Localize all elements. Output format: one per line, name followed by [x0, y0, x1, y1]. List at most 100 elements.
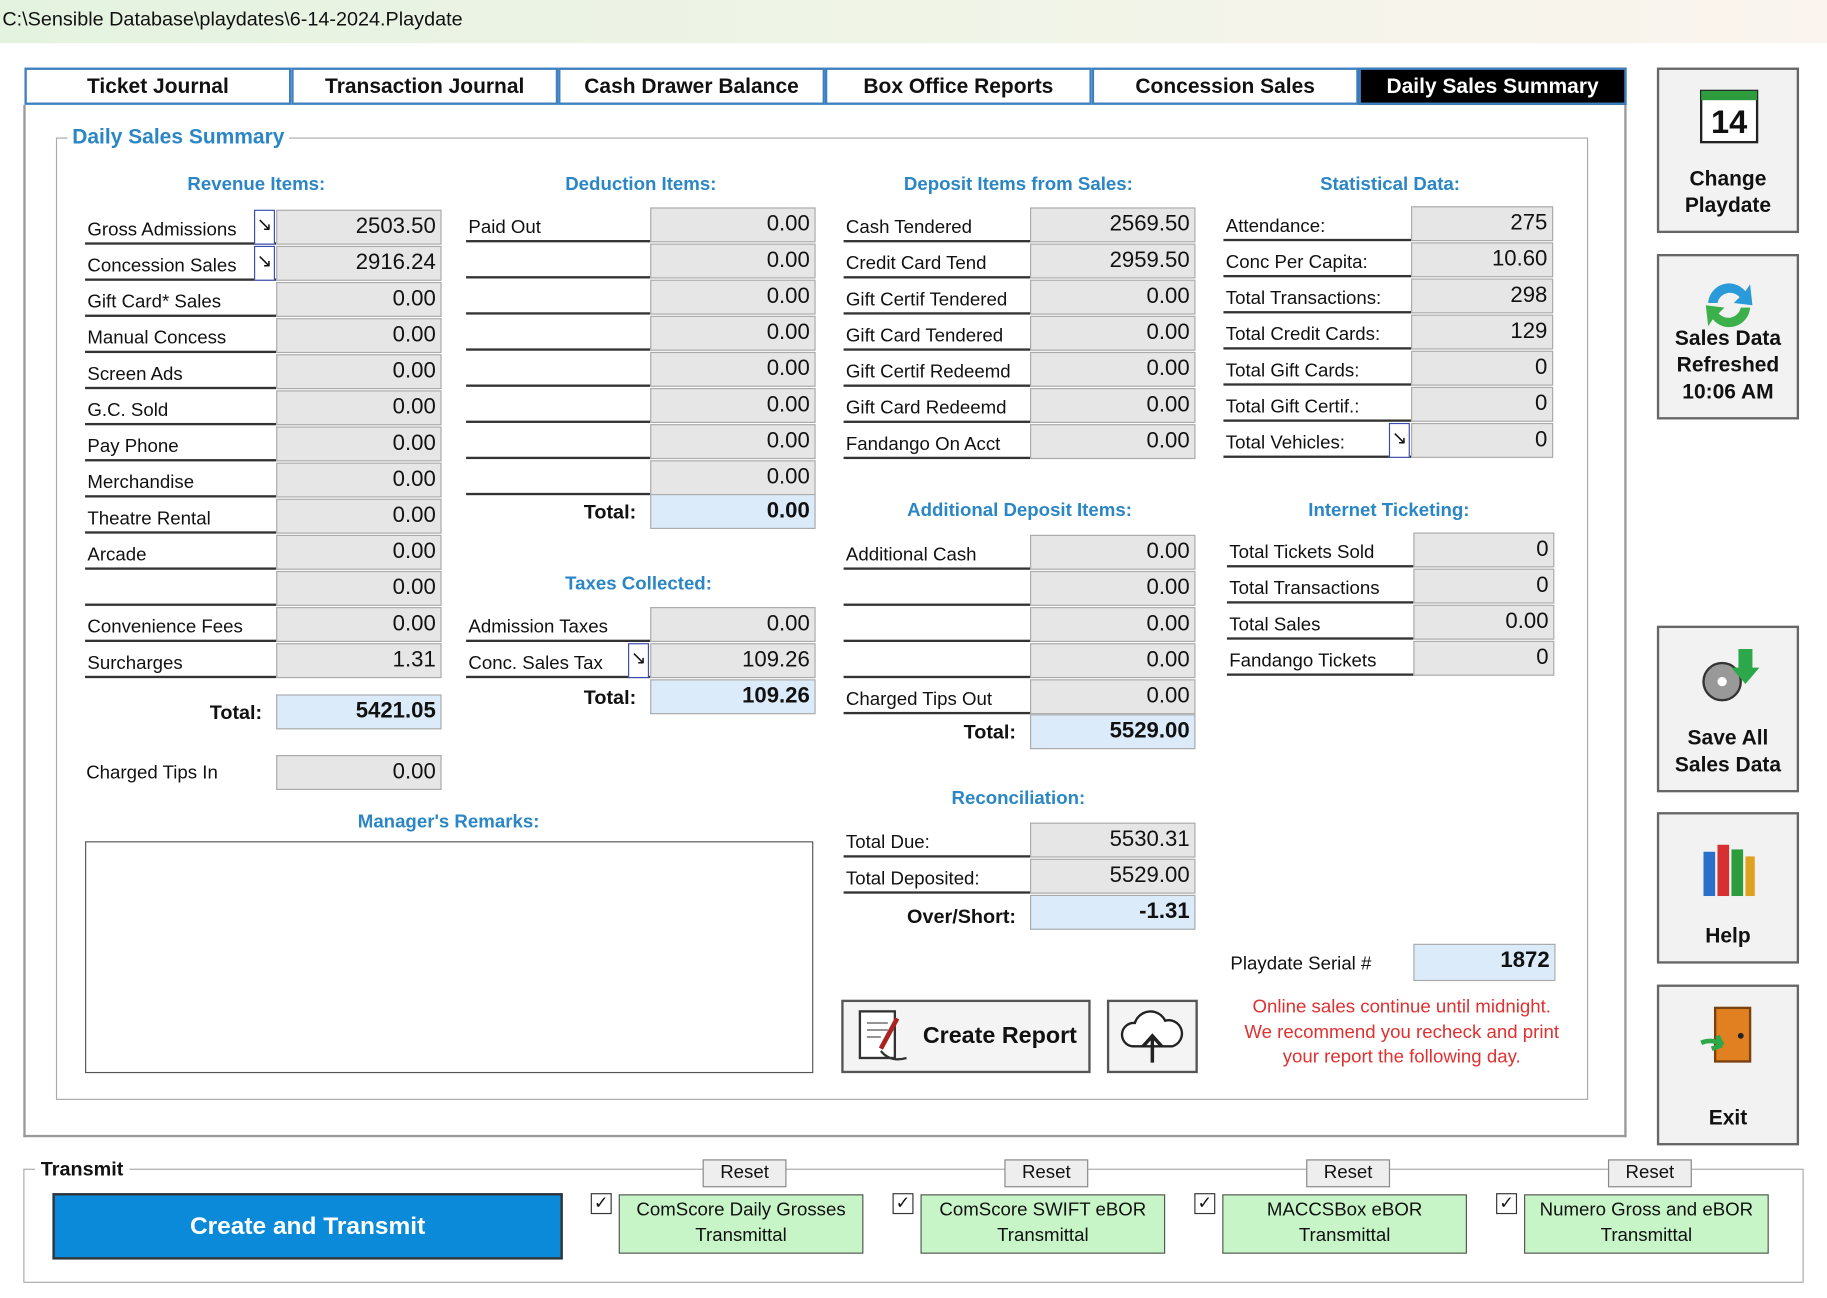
- total-value[interactable]: 5421.05: [276, 694, 442, 730]
- row-value[interactable]: 0.00: [276, 570, 442, 606]
- total-value[interactable]: 0.00: [650, 494, 816, 529]
- button-label: Sales Data: [1674, 752, 1782, 777]
- button-label: Sales Data: [1674, 326, 1782, 350]
- row-value[interactable]: 0.00: [650, 388, 816, 423]
- row-label: Total Deposited:: [843, 859, 1031, 894]
- row-value[interactable]: 0: [1413, 532, 1555, 568]
- reset-button[interactable]: Reset: [1306, 1159, 1391, 1188]
- row-value[interactable]: 0: [1413, 640, 1555, 676]
- row-value[interactable]: 0.00: [650, 424, 816, 460]
- row-value[interactable]: 1.31: [276, 643, 442, 679]
- tab[interactable]: Cash Drawer Balance: [558, 67, 825, 105]
- row-value[interactable]: 0: [1411, 350, 1554, 386]
- row-value[interactable]: -1.31: [1030, 894, 1196, 930]
- side-button[interactable]: Help: [1656, 812, 1800, 964]
- row-value[interactable]: 0.00: [276, 498, 442, 534]
- row-value[interactable]: 2569.50: [1030, 207, 1196, 243]
- row-value[interactable]: 0.00: [1030, 279, 1196, 315]
- checkbox[interactable]: ✓: [1496, 1193, 1518, 1215]
- transmittal-button[interactable]: MACCSBox eBOR Transmittal: [1222, 1194, 1467, 1254]
- tab[interactable]: Daily Sales Summary: [1358, 67, 1627, 105]
- row-label: Attendance:: [1223, 206, 1412, 242]
- drilldown-button[interactable]: ↘: [628, 643, 650, 679]
- tab[interactable]: Ticket Journal: [24, 67, 292, 105]
- row-value[interactable]: 0.00: [276, 354, 442, 390]
- row-value[interactable]: 0: [1411, 386, 1554, 422]
- row-value[interactable]: 0.00: [1030, 388, 1196, 423]
- row-value[interactable]: 0.00: [650, 607, 816, 643]
- button-label: Playdate: [1684, 193, 1772, 217]
- row-value[interactable]: 0.00: [1030, 315, 1196, 351]
- side-button[interactable]: 14 Change Playdate: [1656, 67, 1800, 234]
- row-value[interactable]: 0.00: [650, 207, 816, 243]
- row-value[interactable]: 0: [1411, 422, 1554, 458]
- row-value[interactable]: 0.00: [650, 351, 816, 387]
- row-value[interactable]: 0.00: [1413, 604, 1555, 640]
- checkbox[interactable]: ✓: [1194, 1193, 1216, 1215]
- row-value[interactable]: 0.00: [276, 607, 442, 643]
- window-title: C:\Sensible Database\playdates\6-14-2024…: [2, 8, 463, 31]
- row-value[interactable]: 2503.50: [276, 209, 442, 245]
- create-transmit-button[interactable]: Create and Transmit: [52, 1193, 563, 1260]
- row-value[interactable]: 109.26: [650, 643, 816, 679]
- row-value[interactable]: 0.00: [650, 279, 816, 315]
- row-value[interactable]: 0.00: [276, 426, 442, 462]
- checkbox[interactable]: ✓: [892, 1193, 914, 1215]
- side-button[interactable]: Exit: [1656, 984, 1800, 1146]
- row-label: Total Transactions: [1226, 569, 1414, 604]
- reset-button[interactable]: Reset: [702, 1159, 787, 1188]
- serial-label: Playdate Serial #: [1230, 954, 1372, 975]
- row-value[interactable]: 0.00: [1030, 570, 1196, 606]
- reset-button[interactable]: Reset: [1607, 1159, 1692, 1188]
- transmittal-button[interactable]: ComScore Daily Grosses Transmittal: [618, 1194, 864, 1254]
- row-value[interactable]: 0.00: [650, 315, 816, 351]
- group-box: [55, 137, 1589, 1100]
- row-value[interactable]: 2916.24: [276, 245, 442, 281]
- row-value[interactable]: 0: [1413, 568, 1555, 604]
- row-value[interactable]: 0.00: [1030, 534, 1196, 570]
- report-icon: [858, 1010, 907, 1061]
- tab[interactable]: Box Office Reports: [824, 67, 1092, 105]
- row-label: Total Vehicles:: [1223, 423, 1412, 458]
- row-label: Gross Admissions: [85, 210, 277, 245]
- drilldown-button[interactable]: ↘: [1388, 422, 1410, 458]
- row-value[interactable]: 0.00: [276, 281, 442, 317]
- row-value[interactable]: 129: [1411, 314, 1554, 350]
- row-value[interactable]: 0.00: [1030, 679, 1196, 715]
- row-value[interactable]: 2959.50: [1030, 243, 1196, 279]
- side-button[interactable]: Save All Sales Data: [1656, 625, 1800, 793]
- checkbox[interactable]: ✓: [590, 1193, 612, 1215]
- row-value[interactable]: 298: [1411, 278, 1554, 314]
- total-value[interactable]: 5529.00: [1030, 714, 1196, 750]
- transmittal-button[interactable]: ComScore SWIFT eBOR Transmittal: [920, 1194, 1166, 1254]
- reset-button[interactable]: Reset: [1004, 1159, 1089, 1188]
- row-label: Total Gift Certif.:: [1223, 387, 1412, 422]
- upload-button[interactable]: [1106, 999, 1198, 1074]
- row-value[interactable]: 0.00: [276, 318, 442, 354]
- drilldown-button[interactable]: ↘: [254, 209, 275, 245]
- row-value[interactable]: 5530.31: [1030, 822, 1196, 858]
- tips-value[interactable]: 0.00: [276, 755, 442, 790]
- transmittal-button[interactable]: Numero Gross and eBOR Transmittal: [1524, 1194, 1769, 1254]
- drilldown-button[interactable]: ↘: [254, 245, 275, 281]
- serial-value[interactable]: 1872: [1413, 943, 1556, 982]
- row-value[interactable]: 0.00: [276, 390, 442, 426]
- row-value[interactable]: 0.00: [650, 460, 816, 496]
- tab[interactable]: Transaction Journal: [291, 67, 559, 105]
- row-value[interactable]: 275: [1411, 206, 1554, 242]
- tab[interactable]: Concession Sales: [1091, 67, 1359, 105]
- row-value[interactable]: 10.60: [1411, 242, 1554, 278]
- create-report-button[interactable]: Create Report: [841, 999, 1091, 1074]
- side-button[interactable]: Sales Data Refreshed 10:06 AM: [1656, 254, 1800, 420]
- row-value[interactable]: 0.00: [1030, 424, 1196, 460]
- row-value[interactable]: 0.00: [276, 462, 442, 498]
- row-value[interactable]: 0.00: [650, 243, 816, 279]
- row-value[interactable]: 0.00: [276, 534, 442, 570]
- remarks-box[interactable]: [85, 841, 814, 1074]
- row-value[interactable]: 0.00: [1030, 643, 1196, 679]
- row-value[interactable]: 0.00: [1030, 607, 1196, 643]
- total-value[interactable]: 109.26: [650, 679, 816, 715]
- row-label: Conc Per Capita:: [1223, 242, 1412, 278]
- row-value[interactable]: 5529.00: [1030, 858, 1196, 894]
- row-value[interactable]: 0.00: [1030, 351, 1196, 387]
